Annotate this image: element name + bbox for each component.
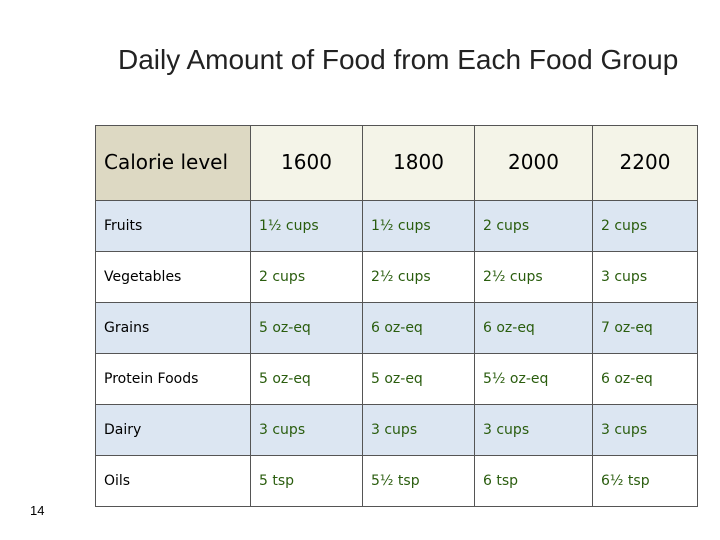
- amount-cell: 1½ cups: [250, 200, 363, 252]
- amount-cell: 5 tsp: [250, 455, 363, 507]
- amount-cell: 3 cups: [250, 404, 363, 456]
- amount-cell: 2 cups: [250, 251, 363, 303]
- amount-cell: 6 oz-eq: [474, 302, 593, 354]
- amount-cell: 6 oz-eq: [592, 353, 698, 405]
- amount-cell: 3 cups: [362, 404, 475, 456]
- amount-cell: 2 cups: [474, 200, 593, 252]
- amount-cell: 5½ tsp: [362, 455, 475, 507]
- food-group-table: Calorie level 1600 1800 2000 2200 Fruits…: [95, 125, 698, 507]
- food-group-cell: Fruits: [95, 200, 251, 252]
- amount-cell: 7 oz-eq: [592, 302, 698, 354]
- table-row: Vegetables 2 cups 2½ cups 2½ cups 3 cups: [95, 251, 698, 303]
- food-group-cell: Vegetables: [95, 251, 251, 303]
- table-row: Fruits 1½ cups 1½ cups 2 cups 2 cups: [95, 200, 698, 252]
- header-2200: 2200: [592, 125, 698, 201]
- table-row: Oils 5 tsp 5½ tsp 6 tsp 6½ tsp: [95, 455, 698, 507]
- food-group-cell: Grains: [95, 302, 251, 354]
- amount-cell: 5½ oz-eq: [474, 353, 593, 405]
- amount-cell: 5 oz-eq: [362, 353, 475, 405]
- amount-cell: 1½ cups: [362, 200, 475, 252]
- amount-cell: 2½ cups: [362, 251, 475, 303]
- table-row: Dairy 3 cups 3 cups 3 cups 3 cups: [95, 404, 698, 456]
- amount-cell: 3 cups: [592, 404, 698, 456]
- page-number: 14: [30, 503, 45, 518]
- amount-cell: 2½ cups: [474, 251, 593, 303]
- table-header-row: Calorie level 1600 1800 2000 2200: [95, 125, 698, 201]
- amount-cell: 3 cups: [592, 251, 698, 303]
- amount-cell: 6 tsp: [474, 455, 593, 507]
- header-calorie-level: Calorie level: [95, 125, 251, 201]
- food-group-cell: Protein Foods: [95, 353, 251, 405]
- table-row: Protein Foods 5 oz-eq 5 oz-eq 5½ oz-eq 6…: [95, 353, 698, 405]
- slide-title: Daily Amount of Food from Each Food Grou…: [118, 44, 679, 75]
- amount-cell: 3 cups: [474, 404, 593, 456]
- header-2000: 2000: [474, 125, 593, 201]
- amount-cell: 2 cups: [592, 200, 698, 252]
- amount-cell: 5 oz-eq: [250, 353, 363, 405]
- food-group-cell: Dairy: [95, 404, 251, 456]
- amount-cell: 5 oz-eq: [250, 302, 363, 354]
- amount-cell: 6½ tsp: [592, 455, 698, 507]
- header-1600: 1600: [250, 125, 363, 201]
- food-group-cell: Oils: [95, 455, 251, 507]
- table-row: Grains 5 oz-eq 6 oz-eq 6 oz-eq 7 oz-eq: [95, 302, 698, 354]
- amount-cell: 6 oz-eq: [362, 302, 475, 354]
- header-1800: 1800: [362, 125, 475, 201]
